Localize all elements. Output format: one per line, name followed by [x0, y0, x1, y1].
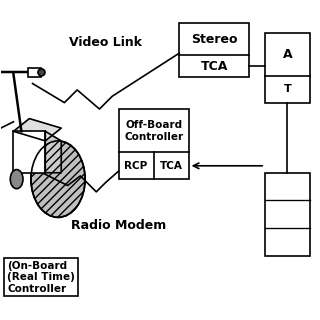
Bar	[265, 33, 310, 103]
Ellipse shape	[10, 170, 23, 189]
Bar	[265, 173, 310, 256]
Text: (On-Board
(Real Time)
Controller: (On-Board (Real Time) Controller	[7, 260, 75, 294]
Text: RCP: RCP	[124, 161, 148, 171]
Text: Stereo: Stereo	[191, 33, 237, 46]
Polygon shape	[13, 119, 61, 141]
Text: Off-Board
Controller: Off-Board Controller	[124, 120, 183, 142]
Text: Radio Modem: Radio Modem	[71, 219, 166, 232]
Polygon shape	[45, 131, 61, 173]
Text: TCA: TCA	[200, 60, 228, 73]
Text: T: T	[284, 84, 291, 94]
Bar	[179, 23, 249, 77]
Bar	[13, 131, 45, 173]
Bar	[28, 68, 41, 76]
Text: TCA: TCA	[160, 161, 183, 171]
Ellipse shape	[31, 141, 85, 217]
Ellipse shape	[38, 69, 45, 76]
Bar	[119, 109, 189, 179]
Text: A: A	[283, 48, 292, 61]
Text: Video Link: Video Link	[69, 36, 142, 49]
